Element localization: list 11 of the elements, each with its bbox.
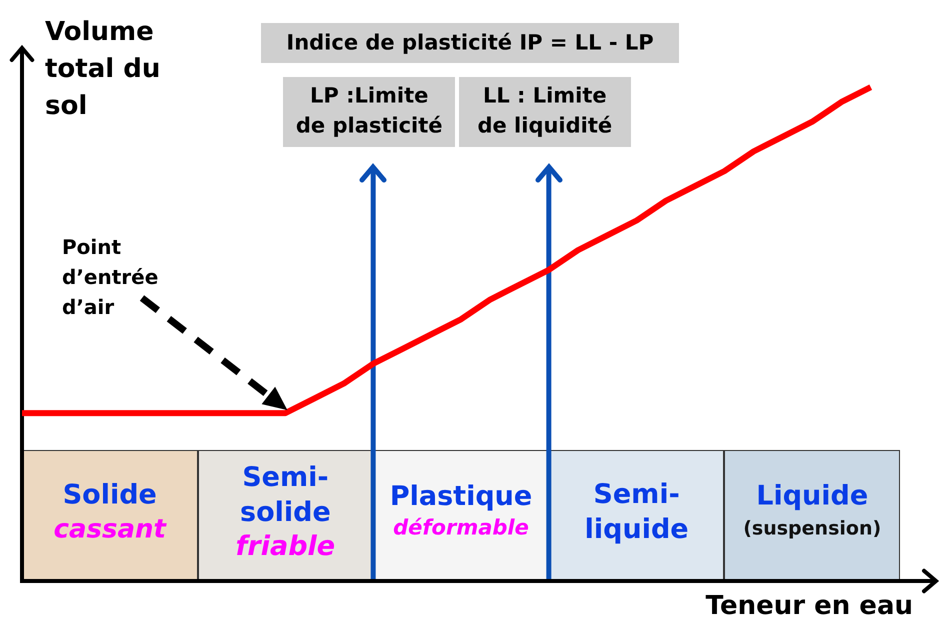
text: Indice de plasticité IP = LL - LP [286,30,654,54]
x-tick-label: Semi- liquide [584,479,689,546]
x-tick-label: Solide cassant [54,480,168,544]
x-tick-label: LL : Limite de liquidité [477,83,612,138]
x-tick-label: Liquide (suspension) [743,480,882,540]
y-axis-title: Volume total du sol [45,16,160,121]
annotation: Point d’entrée d’air [62,235,158,320]
x-tick-label: Plastique déformable [390,481,532,540]
x-tick-label: LP :Limite de plasticité [296,83,443,138]
x-axis-title: Teneur en eau [706,590,913,621]
x-tick-label: Semi- solide friable [236,462,336,562]
